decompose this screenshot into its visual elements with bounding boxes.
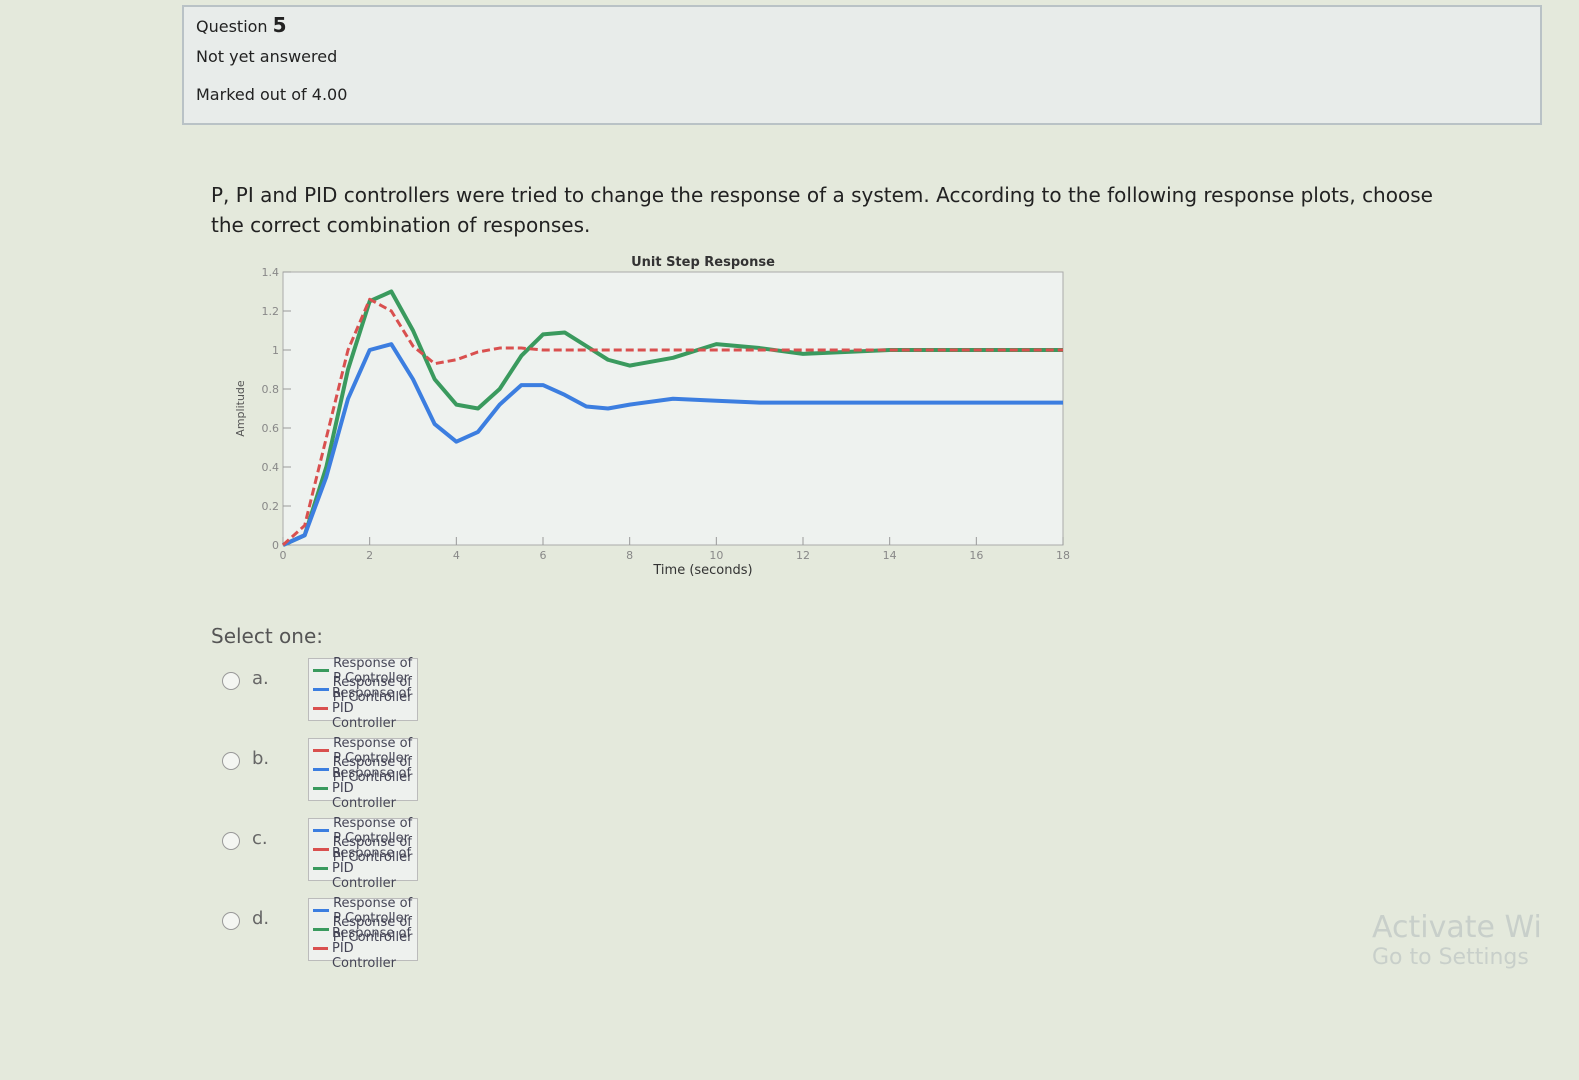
watermark: Activate Wi Go to Settings (1372, 910, 1542, 970)
legend-entry: Response of PI Controller (313, 755, 413, 785)
option-letter: a. (252, 668, 269, 689)
x-tick-label: 4 (453, 549, 460, 562)
option-letter: c. (252, 828, 268, 849)
legend-text: Response of PI Controller (332, 754, 413, 785)
x-axis-label: Time (seconds) (652, 563, 752, 578)
y-tick-label: 0.6 (262, 422, 280, 435)
question-number: 5 (272, 13, 287, 37)
watermark-line: Activate Wi (1372, 910, 1542, 945)
y-tick-label: 1 (272, 344, 279, 357)
series-line (281, 297, 1063, 547)
x-tick-label: 14 (883, 549, 897, 562)
y-tick-label: 0.2 (262, 500, 280, 513)
legend-entry: Response of PID Controller (313, 846, 413, 891)
y-axis-label: Amplitude (234, 380, 247, 437)
radio-button[interactable] (222, 672, 240, 690)
legend-text: Response of PID Controller (331, 926, 412, 971)
x-tick-label: 2 (366, 549, 373, 562)
chart: Unit Step Response Time (seconds) Amplitud… (234, 255, 1070, 578)
legend-entry: Response of PI Controller (313, 835, 413, 865)
legend-swatch (313, 947, 328, 950)
series-line (282, 289, 1063, 547)
legend-swatch (313, 688, 329, 691)
legend-text: Response of P Controller (333, 735, 413, 766)
question-info: Question 5 Not yet answered Marked out o… (182, 5, 1542, 125)
legend-swatch (313, 928, 329, 931)
legend-swatch (313, 867, 328, 870)
plot-area (282, 271, 1064, 546)
legend-swatch (313, 768, 329, 771)
question-prompt: P, PI and PID controllers were tried to … (211, 183, 1433, 237)
legend-text: Response of PID Controller (331, 766, 412, 811)
x-tick-label: 6 (540, 549, 547, 562)
legend-text: Response of PID Controller (331, 686, 412, 731)
option-legend: Response of P Controller Response of PI C… (308, 816, 418, 891)
legend-swatch (313, 909, 330, 912)
option-letter: b. (252, 748, 270, 769)
legend-swatch (313, 848, 329, 851)
legend-entry: Response of PI Controller (313, 675, 413, 705)
watermark-line: Go to Settings (1372, 945, 1529, 970)
x-tick-label: 0 (280, 549, 287, 562)
legend-entry: Response of P Controller (313, 736, 413, 766)
radio-button[interactable] (222, 832, 240, 850)
legend-entry: Response of P Controller (313, 656, 413, 686)
legend-text: Response of PI Controller (332, 674, 413, 705)
x-tick-label: 18 (1056, 549, 1070, 562)
y-tick-label: 1.4 (262, 266, 280, 279)
select-label: Select one: (211, 624, 324, 648)
question-status: Not yet answered (196, 47, 338, 66)
y-tick-label: 0 (272, 539, 279, 552)
legend-swatch (313, 829, 330, 832)
legend-entry: Response of PID Controller (313, 686, 413, 731)
legend-text: Response of PID Controller (331, 846, 412, 891)
y-tick-label: 1.2 (262, 305, 280, 318)
legend-text: Response of P Controller (333, 655, 413, 686)
x-tick-label: 10 (709, 549, 723, 562)
option-letter: d. (252, 908, 270, 929)
legend-text: Response of P Controller (333, 815, 413, 846)
chart-title: Unit Step Response (631, 255, 775, 270)
question-label: Question (196, 17, 268, 36)
legend-swatch (313, 749, 330, 752)
legend-swatch (313, 669, 330, 672)
y-tick-label: 0.8 (262, 383, 280, 396)
series-line (282, 342, 1063, 547)
legend-entry: Response of PID Controller (313, 926, 413, 971)
option-legend: Response of P Controller Response of PI C… (308, 896, 418, 971)
x-tick-label: 8 (626, 549, 633, 562)
y-tick-label: 0.4 (262, 461, 280, 474)
option-legend: Response of P Controller Response of PI C… (308, 656, 418, 731)
legend-text: Response of PI Controller (332, 914, 413, 945)
x-tick-label: 12 (796, 549, 810, 562)
legend-swatch (313, 787, 328, 790)
legend-entry: Response of PI Controller (313, 915, 413, 945)
question-marks: Marked out of 4.00 (196, 85, 348, 104)
question-heading: Question 5 (196, 13, 287, 37)
radio-button[interactable] (222, 912, 240, 930)
legend-entry: Response of P Controller (313, 816, 413, 846)
legend-entry: Response of PID Controller (313, 766, 413, 811)
legend-swatch (313, 707, 328, 710)
legend-text: Response of PI Controller (332, 834, 413, 865)
radio-button[interactable] (222, 752, 240, 770)
legend-entry: Response of P Controller (313, 896, 413, 926)
option-legend: Response of P Controller Response of PI C… (308, 736, 418, 811)
x-tick-label: 16 (969, 549, 983, 562)
legend-text: Response of P Controller (333, 895, 413, 926)
